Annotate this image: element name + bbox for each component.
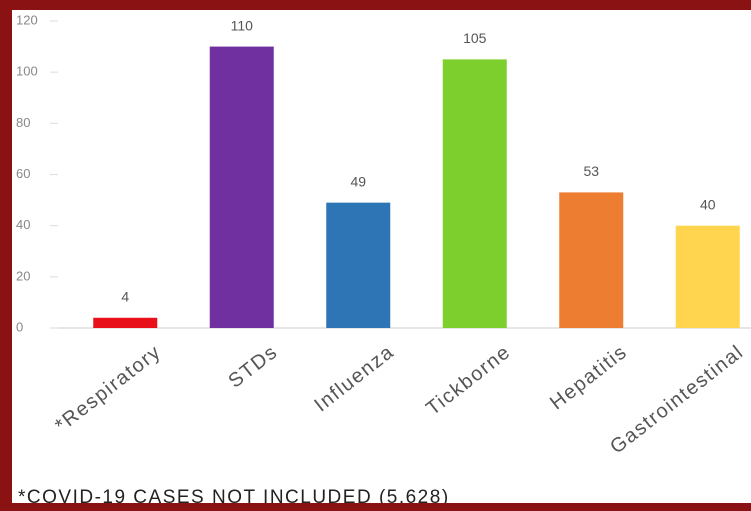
y-tick-label: 120 (16, 12, 38, 27)
x-tick-label: *Respiratory (51, 341, 165, 437)
x-tick-label: Influenza (310, 341, 398, 417)
data-label: 4 (121, 288, 129, 304)
y-tick-label: 100 (16, 64, 38, 79)
bar (559, 192, 624, 328)
y-tick-label: 0 (16, 319, 23, 334)
x-tick-label: Tickborne (422, 341, 515, 420)
y-tick-label: 60 (16, 166, 30, 181)
bar (675, 225, 740, 328)
y-tick-label: 80 (16, 115, 30, 130)
x-tick-label: STDs (224, 341, 282, 393)
bar (326, 202, 391, 328)
y-tick-label: 20 (16, 268, 30, 283)
bar (209, 46, 274, 328)
footnote: *COVID-19 CASES NOT INCLUDED (5,628) (18, 487, 450, 503)
x-tick-label: Hepatitis (546, 341, 631, 415)
data-label: 49 (350, 173, 366, 189)
data-label: 40 (700, 196, 716, 212)
bar (442, 59, 507, 328)
data-label: 53 (583, 163, 599, 179)
bar (93, 317, 158, 328)
chart-frame: *COVID-19 CASES NOT INCLUDED (5,628) 0 20… (12, 10, 751, 503)
data-label: 105 (463, 30, 487, 46)
y-tick-label: 40 (16, 217, 30, 232)
chart: *COVID-19 CASES NOT INCLUDED (5,628) 0 20… (16, 12, 751, 503)
data-label: 110 (231, 17, 254, 33)
